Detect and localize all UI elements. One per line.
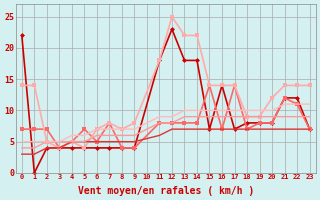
X-axis label: Vent moyen/en rafales ( km/h ): Vent moyen/en rafales ( km/h ): [77, 186, 254, 196]
